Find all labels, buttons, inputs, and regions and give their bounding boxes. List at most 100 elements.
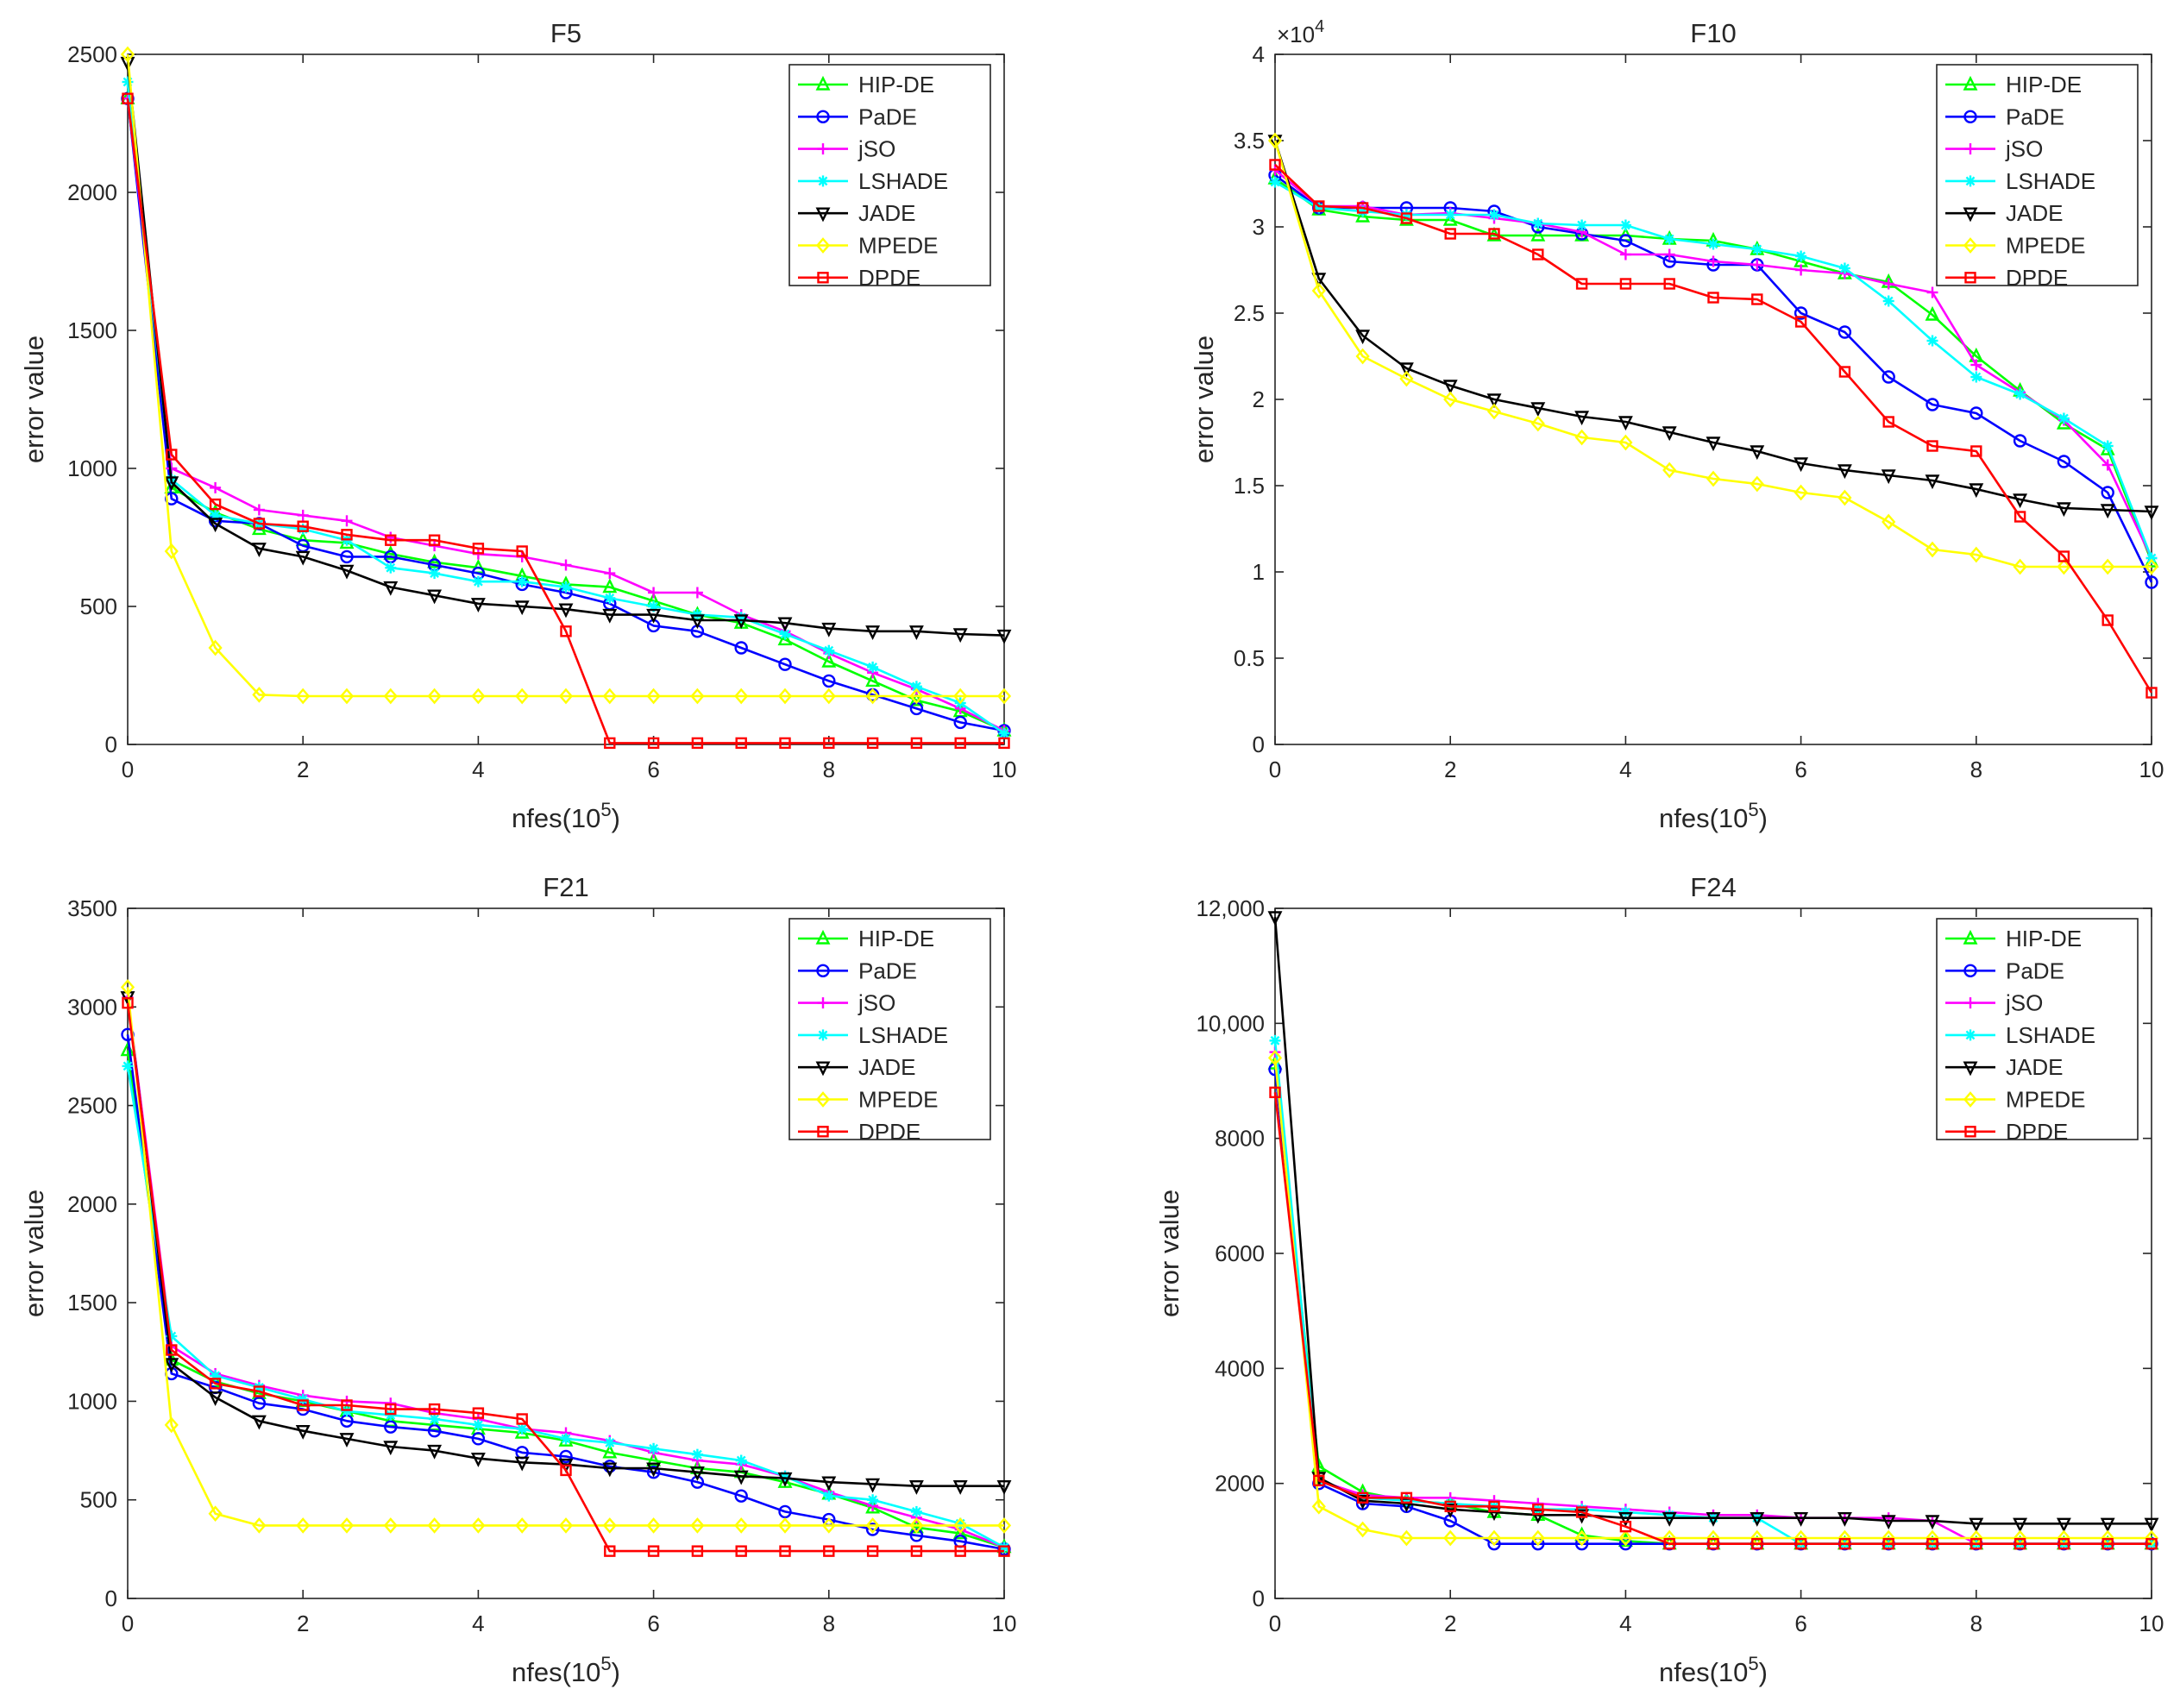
data-point — [252, 1397, 267, 1410]
data-point — [1619, 278, 1632, 290]
legend-item: MPEDE — [798, 233, 938, 259]
data-point — [1663, 278, 1675, 290]
x-tick-label: 10 — [992, 1611, 1017, 1636]
data-point — [2056, 502, 2071, 518]
data-point — [340, 549, 354, 564]
data-point — [383, 581, 399, 596]
data-point — [1442, 380, 1458, 395]
data-point — [1838, 1537, 1851, 1550]
data-point — [339, 564, 355, 580]
data-point — [691, 1448, 703, 1460]
data-point — [209, 1378, 222, 1390]
data-point — [910, 1545, 923, 1557]
legend-marker — [1964, 272, 1976, 284]
data-point — [1398, 362, 1414, 378]
legend: HIP-DE PaDE jSO LSHADE JADE MPEDE DPDE — [1936, 918, 2139, 1145]
data-point — [1575, 1506, 1588, 1518]
y-tick-label: 1000 — [67, 455, 117, 481]
series-layer — [1267, 911, 2159, 1551]
data-point — [514, 1456, 530, 1472]
series-jade — [120, 56, 1012, 644]
data-point — [733, 1470, 749, 1485]
data-point — [210, 481, 222, 493]
chart-panel-f21: 0 2 4 6 8 10 0 500 1000 1500 2000 2500 3000 3500 F21 nf… — [19, 872, 1016, 1687]
x-tick-label: 6 — [647, 1611, 659, 1636]
data-point — [122, 76, 134, 88]
data-point — [164, 1358, 179, 1373]
data-point — [1532, 248, 1544, 261]
legend-item: PaDE — [1945, 104, 2064, 129]
legend-marker — [817, 272, 829, 284]
data-point — [1837, 1511, 1852, 1527]
data-point — [865, 625, 881, 640]
legend-item: MPEDE — [798, 1087, 938, 1113]
data-point — [1488, 228, 1500, 240]
series-layer — [1267, 132, 2159, 699]
data-point — [1355, 348, 1370, 365]
legend-item: DPDE — [1945, 265, 2068, 291]
legend-marker — [817, 997, 829, 1009]
y-tick-label: 3000 — [67, 994, 117, 1020]
data-point — [2145, 687, 2158, 699]
data-point — [2014, 1537, 2026, 1550]
series-line — [126, 62, 1005, 637]
x-tick-label: 0 — [1269, 757, 1281, 782]
data-point — [427, 688, 442, 705]
data-point — [2145, 1537, 2158, 1550]
legend-label: LSHADE — [2006, 1022, 2095, 1048]
data-point — [909, 1517, 924, 1534]
legend-item: HIP-DE — [798, 72, 934, 97]
data-point — [383, 688, 398, 705]
data-point — [1926, 335, 1938, 347]
data-point — [823, 644, 835, 656]
legend-item: LSHADE — [798, 168, 948, 194]
data-point — [822, 674, 836, 688]
data-point — [2013, 434, 2027, 448]
legend-item: PaDE — [798, 104, 917, 129]
data-point — [1488, 209, 1500, 221]
y-tick-label: 2500 — [67, 41, 117, 67]
legend-marker — [817, 143, 829, 155]
legend-box — [1936, 918, 2139, 1140]
data-point — [1794, 457, 1809, 473]
data-point — [1882, 1537, 1894, 1550]
data-point — [1619, 248, 1631, 261]
data-point — [252, 687, 267, 703]
data-point — [429, 1413, 441, 1425]
data-point — [2013, 1517, 2028, 1533]
series-lshade — [1269, 176, 2158, 564]
data-point — [1486, 403, 1502, 420]
data-point — [1269, 176, 1281, 188]
data-point — [2057, 550, 2070, 562]
data-point — [1882, 416, 1894, 428]
y-tick-label: 8000 — [1215, 1126, 1265, 1152]
data-point — [1444, 228, 1456, 240]
data-point — [1882, 278, 1894, 290]
legend-item: PaDE — [798, 958, 917, 983]
x-tick-label: 2 — [1444, 757, 1456, 782]
data-point — [208, 518, 223, 533]
data-point — [691, 587, 703, 599]
data-point — [1399, 1529, 1414, 1547]
legend-marker — [1964, 175, 1976, 187]
data-point — [1751, 259, 1763, 271]
data-point — [1311, 282, 1326, 299]
data-point — [821, 1517, 836, 1534]
data-point — [1576, 219, 1588, 231]
data-point — [1925, 1515, 1940, 1530]
legend-label: MPEDE — [858, 233, 938, 259]
y-tick-label: 0 — [1253, 1586, 1265, 1611]
y-tick-label: 500 — [80, 593, 117, 619]
data-point — [646, 1462, 662, 1478]
data-point — [560, 559, 572, 571]
legend-label: DPDE — [2006, 265, 2068, 291]
data-point — [735, 1454, 747, 1466]
data-point — [208, 639, 223, 656]
data-point — [2145, 552, 2158, 564]
legend-marker — [817, 1126, 829, 1138]
data-point — [1795, 264, 1807, 276]
data-point — [604, 568, 616, 580]
legend-marker — [816, 964, 830, 978]
data-point — [1662, 462, 1677, 479]
